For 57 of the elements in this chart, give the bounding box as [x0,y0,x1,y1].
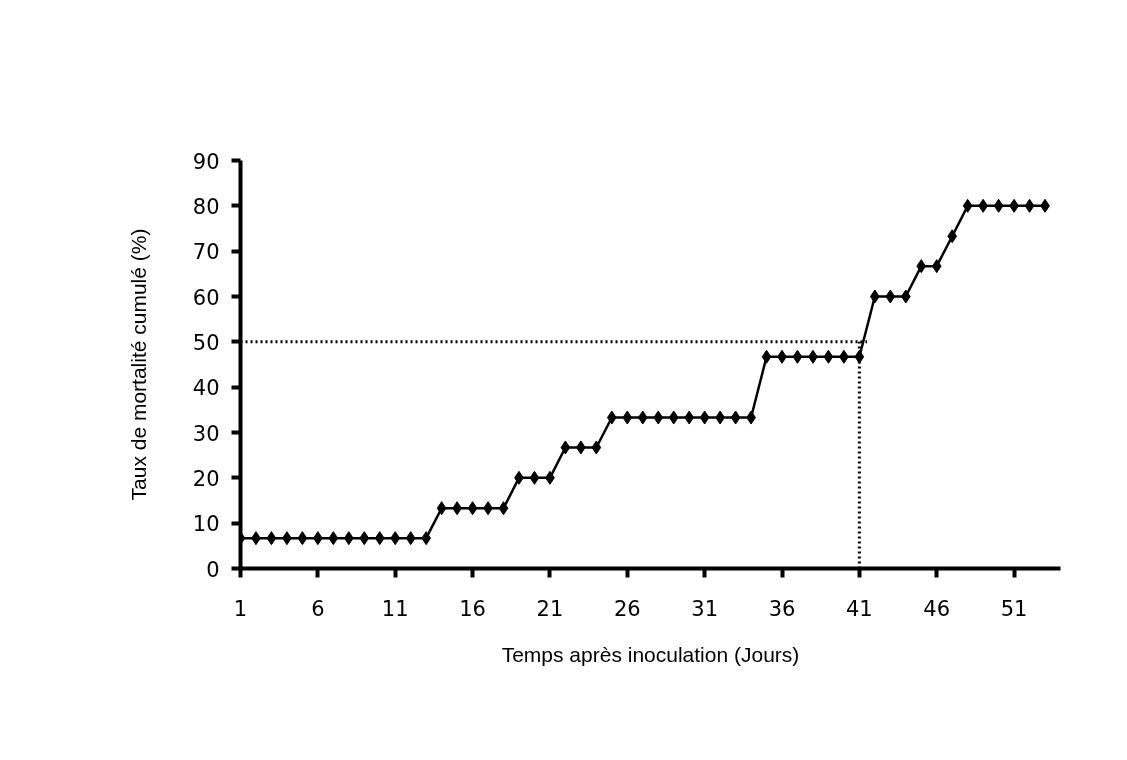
point [1024,198,1035,213]
point [359,531,370,546]
point [947,229,958,244]
point [390,531,401,546]
point [962,198,973,213]
point [436,501,447,516]
x-tick-label: 31 [691,596,719,621]
point [606,410,617,425]
point [885,289,896,304]
point [792,349,803,364]
point [668,410,679,425]
point [823,349,834,364]
point [854,349,865,364]
y-tick-label: 60 [192,285,220,310]
point [730,410,741,425]
point [498,501,509,516]
x-tick-label: 11 [381,596,409,621]
point [266,531,277,546]
y-tick-label: 40 [192,376,220,401]
x-tick-label: 6 [311,596,325,621]
x-tick-label: 16 [459,596,486,621]
x-tick-label: 51 [1000,596,1028,621]
point [405,531,416,546]
point [637,410,648,425]
x-tick-label: 41 [846,596,873,621]
point [591,440,602,455]
y-tick-label: 0 [206,557,220,582]
point [467,501,478,516]
x-tick-label: 1 [233,596,248,621]
point [993,198,1004,213]
y-tick-label: 80 [192,194,220,219]
point [529,470,540,485]
point [328,531,339,546]
point [699,410,710,425]
y-tick-label: 70 [192,240,220,265]
y-tick-label: 20 [192,466,220,491]
point [931,259,942,274]
y-axis-title: Taux de mortalité cumulé (%) [126,228,150,501]
point [297,531,308,546]
point [684,410,695,425]
point [622,410,633,425]
x-tick-label: 46 [923,596,951,621]
point [653,410,664,425]
point [343,531,354,546]
x-axis-title: Temps après inoculation (Jours) [501,642,800,666]
point [374,531,385,546]
point [900,289,911,304]
y-tick-label: 30 [192,421,220,446]
x-tick-label: 21 [536,596,564,621]
point [560,440,571,455]
y-tick-label: 90 [192,149,220,174]
point [916,259,927,274]
y-tick-label: 10 [192,512,220,537]
x-tick-label: 26 [613,596,641,621]
point [761,349,772,364]
x-tick-label: 36 [768,596,796,621]
y-tick-label: 50 [192,330,220,355]
